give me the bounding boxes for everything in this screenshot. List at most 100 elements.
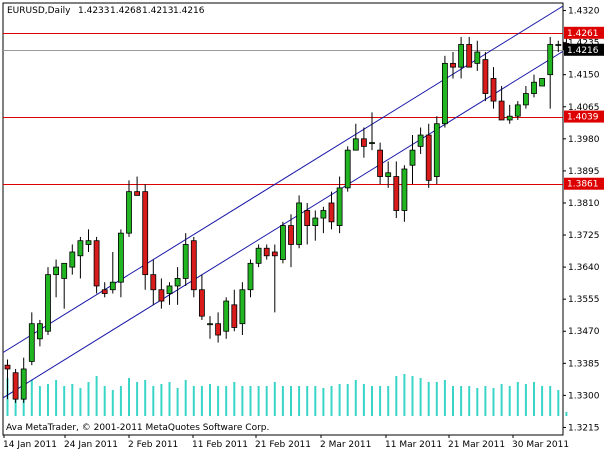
plot-area[interactable] bbox=[2, 2, 564, 436]
candle-body bbox=[336, 187, 343, 227]
time-tick-label: 14 Jan 2011 bbox=[3, 440, 57, 450]
candle bbox=[352, 123, 359, 151]
candle-body bbox=[134, 191, 141, 196]
candle bbox=[441, 55, 448, 128]
candle-body bbox=[531, 81, 537, 94]
candle bbox=[190, 236, 197, 298]
candle-body bbox=[425, 134, 432, 181]
candle bbox=[369, 112, 375, 151]
price-tick-label: 1.4320 bbox=[568, 7, 600, 17]
candle-body bbox=[320, 210, 327, 219]
candle-body bbox=[514, 104, 521, 117]
candle-body bbox=[45, 274, 51, 332]
candle-body bbox=[377, 149, 384, 177]
price-tick-label: 1.3810 bbox=[568, 199, 600, 209]
candle bbox=[174, 267, 181, 305]
price-labels: 1.4261 1.4039 1.3861 1.4216 bbox=[564, 26, 604, 190]
candle-body bbox=[53, 266, 59, 276]
candle-body bbox=[126, 191, 132, 234]
time-tick-label: 2 Feb 2011 bbox=[128, 440, 178, 450]
candle bbox=[296, 195, 303, 249]
price-tick-label: 1.3555 bbox=[568, 295, 600, 305]
candle bbox=[37, 319, 43, 347]
candle bbox=[401, 165, 408, 222]
level-price-tag bbox=[564, 177, 604, 190]
candle-body bbox=[360, 138, 367, 147]
candle-body bbox=[20, 368, 27, 400]
candle-body bbox=[523, 93, 529, 106]
candle-body bbox=[369, 142, 375, 144]
candle bbox=[490, 67, 497, 109]
candle bbox=[158, 278, 165, 309]
ohlc-low: 1.4213 bbox=[142, 6, 174, 16]
candle-body bbox=[118, 232, 124, 283]
candle-body bbox=[77, 240, 84, 257]
candle bbox=[385, 161, 392, 188]
price-tick-label: 1.4150 bbox=[568, 71, 600, 81]
candle-body bbox=[207, 323, 213, 326]
candle-body bbox=[28, 323, 35, 362]
chart-symbol-title: EURUSD,Daily bbox=[7, 6, 71, 16]
candle bbox=[360, 127, 367, 158]
candle bbox=[231, 289, 238, 332]
candle-body bbox=[150, 274, 157, 291]
price-tick-label: 1.3895 bbox=[568, 167, 600, 177]
candle bbox=[198, 274, 205, 320]
candle bbox=[377, 142, 384, 185]
candlestick-series bbox=[4, 30, 570, 403]
candle bbox=[223, 297, 230, 339]
candle-body bbox=[450, 62, 456, 68]
candle bbox=[53, 259, 59, 298]
candle bbox=[466, 36, 473, 68]
candle bbox=[4, 359, 11, 400]
price-tick-label: 1.3980 bbox=[568, 135, 600, 145]
candle bbox=[126, 180, 132, 237]
candle bbox=[77, 236, 84, 279]
candle bbox=[328, 191, 335, 230]
candle-body bbox=[101, 289, 108, 294]
candle-body bbox=[190, 240, 197, 291]
candle bbox=[279, 221, 286, 264]
candle bbox=[239, 282, 246, 336]
channel-lower-line bbox=[3, 50, 563, 399]
candle-body bbox=[498, 100, 505, 121]
candle bbox=[263, 244, 270, 260]
candle bbox=[271, 244, 278, 313]
candle-body bbox=[93, 240, 100, 287]
candle-body bbox=[231, 304, 238, 328]
candle-body bbox=[109, 281, 116, 291]
candle bbox=[28, 312, 35, 366]
level-price-text: 1.4039 bbox=[567, 113, 599, 123]
candle bbox=[531, 74, 537, 98]
candle bbox=[109, 252, 116, 294]
time-tick-label: 21 Mar 2011 bbox=[448, 440, 505, 450]
time-tick-label: 30 Mar 2011 bbox=[512, 440, 569, 450]
candle bbox=[150, 259, 157, 305]
candle bbox=[312, 210, 319, 241]
candle-body bbox=[506, 115, 513, 121]
candle bbox=[93, 236, 100, 294]
candle bbox=[506, 104, 513, 124]
candle-body bbox=[296, 202, 303, 245]
candle-body bbox=[174, 278, 181, 287]
candle-body bbox=[279, 225, 286, 260]
candle bbox=[142, 184, 149, 290]
time-tick-label: 21 Feb 2011 bbox=[255, 440, 311, 450]
candle bbox=[134, 176, 141, 196]
candle-body bbox=[271, 251, 278, 257]
price-tick-label: 1.3385 bbox=[568, 359, 600, 369]
current-price-tag bbox=[564, 43, 604, 56]
candle bbox=[555, 40, 562, 53]
candle-body bbox=[441, 62, 448, 125]
candle bbox=[498, 86, 505, 121]
candle bbox=[474, 40, 481, 71]
candle bbox=[118, 229, 124, 298]
candle bbox=[433, 116, 440, 185]
price-tick-label: 1.4235 bbox=[568, 39, 600, 49]
candle-body bbox=[255, 247, 262, 264]
candle-body bbox=[490, 78, 497, 102]
candle-body bbox=[263, 247, 270, 257]
price-tick-label: 1.3725 bbox=[568, 231, 600, 241]
candle bbox=[12, 368, 19, 403]
